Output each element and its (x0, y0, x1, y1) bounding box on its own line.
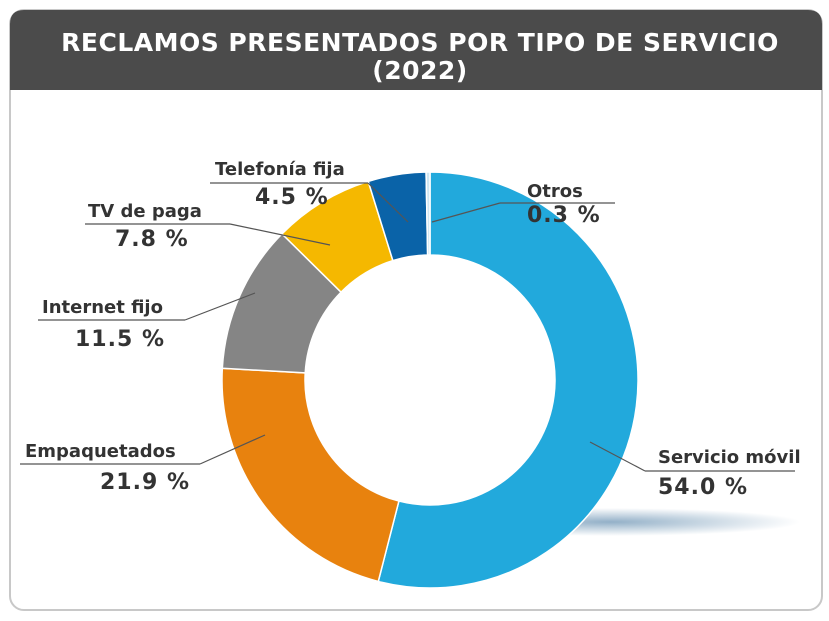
leader-line (367, 182, 409, 223)
donut-segment (377, 171, 639, 589)
leader-line (199, 434, 266, 465)
value-label: 0.3 % (527, 203, 601, 228)
category-label: TV de paga (88, 201, 202, 222)
leader-line (589, 441, 646, 472)
value-label: 21.9 % (100, 470, 190, 495)
chart-subtitle: (2022) (372, 56, 467, 85)
header (10, 10, 822, 90)
leader-line (431, 202, 501, 223)
value-label: 4.5 % (255, 185, 329, 210)
leader-line (229, 223, 331, 246)
leader-line (184, 292, 256, 321)
category-label: Internet fijo (42, 297, 163, 318)
value-label: 11.5 % (75, 327, 165, 352)
category-label: Empaquetados (25, 441, 176, 462)
category-label: Telefonía fija (215, 159, 345, 180)
category-label: Otros (527, 181, 583, 202)
category-label: Servicio móvil (658, 447, 801, 468)
donut-segment (221, 367, 400, 583)
value-label: 54.0 % (658, 475, 748, 500)
chart-title: RECLAMOS PRESENTADOS POR TIPO DE SERVICI… (61, 28, 779, 57)
value-label: 7.8 % (115, 227, 189, 252)
donut-segment (425, 171, 431, 256)
